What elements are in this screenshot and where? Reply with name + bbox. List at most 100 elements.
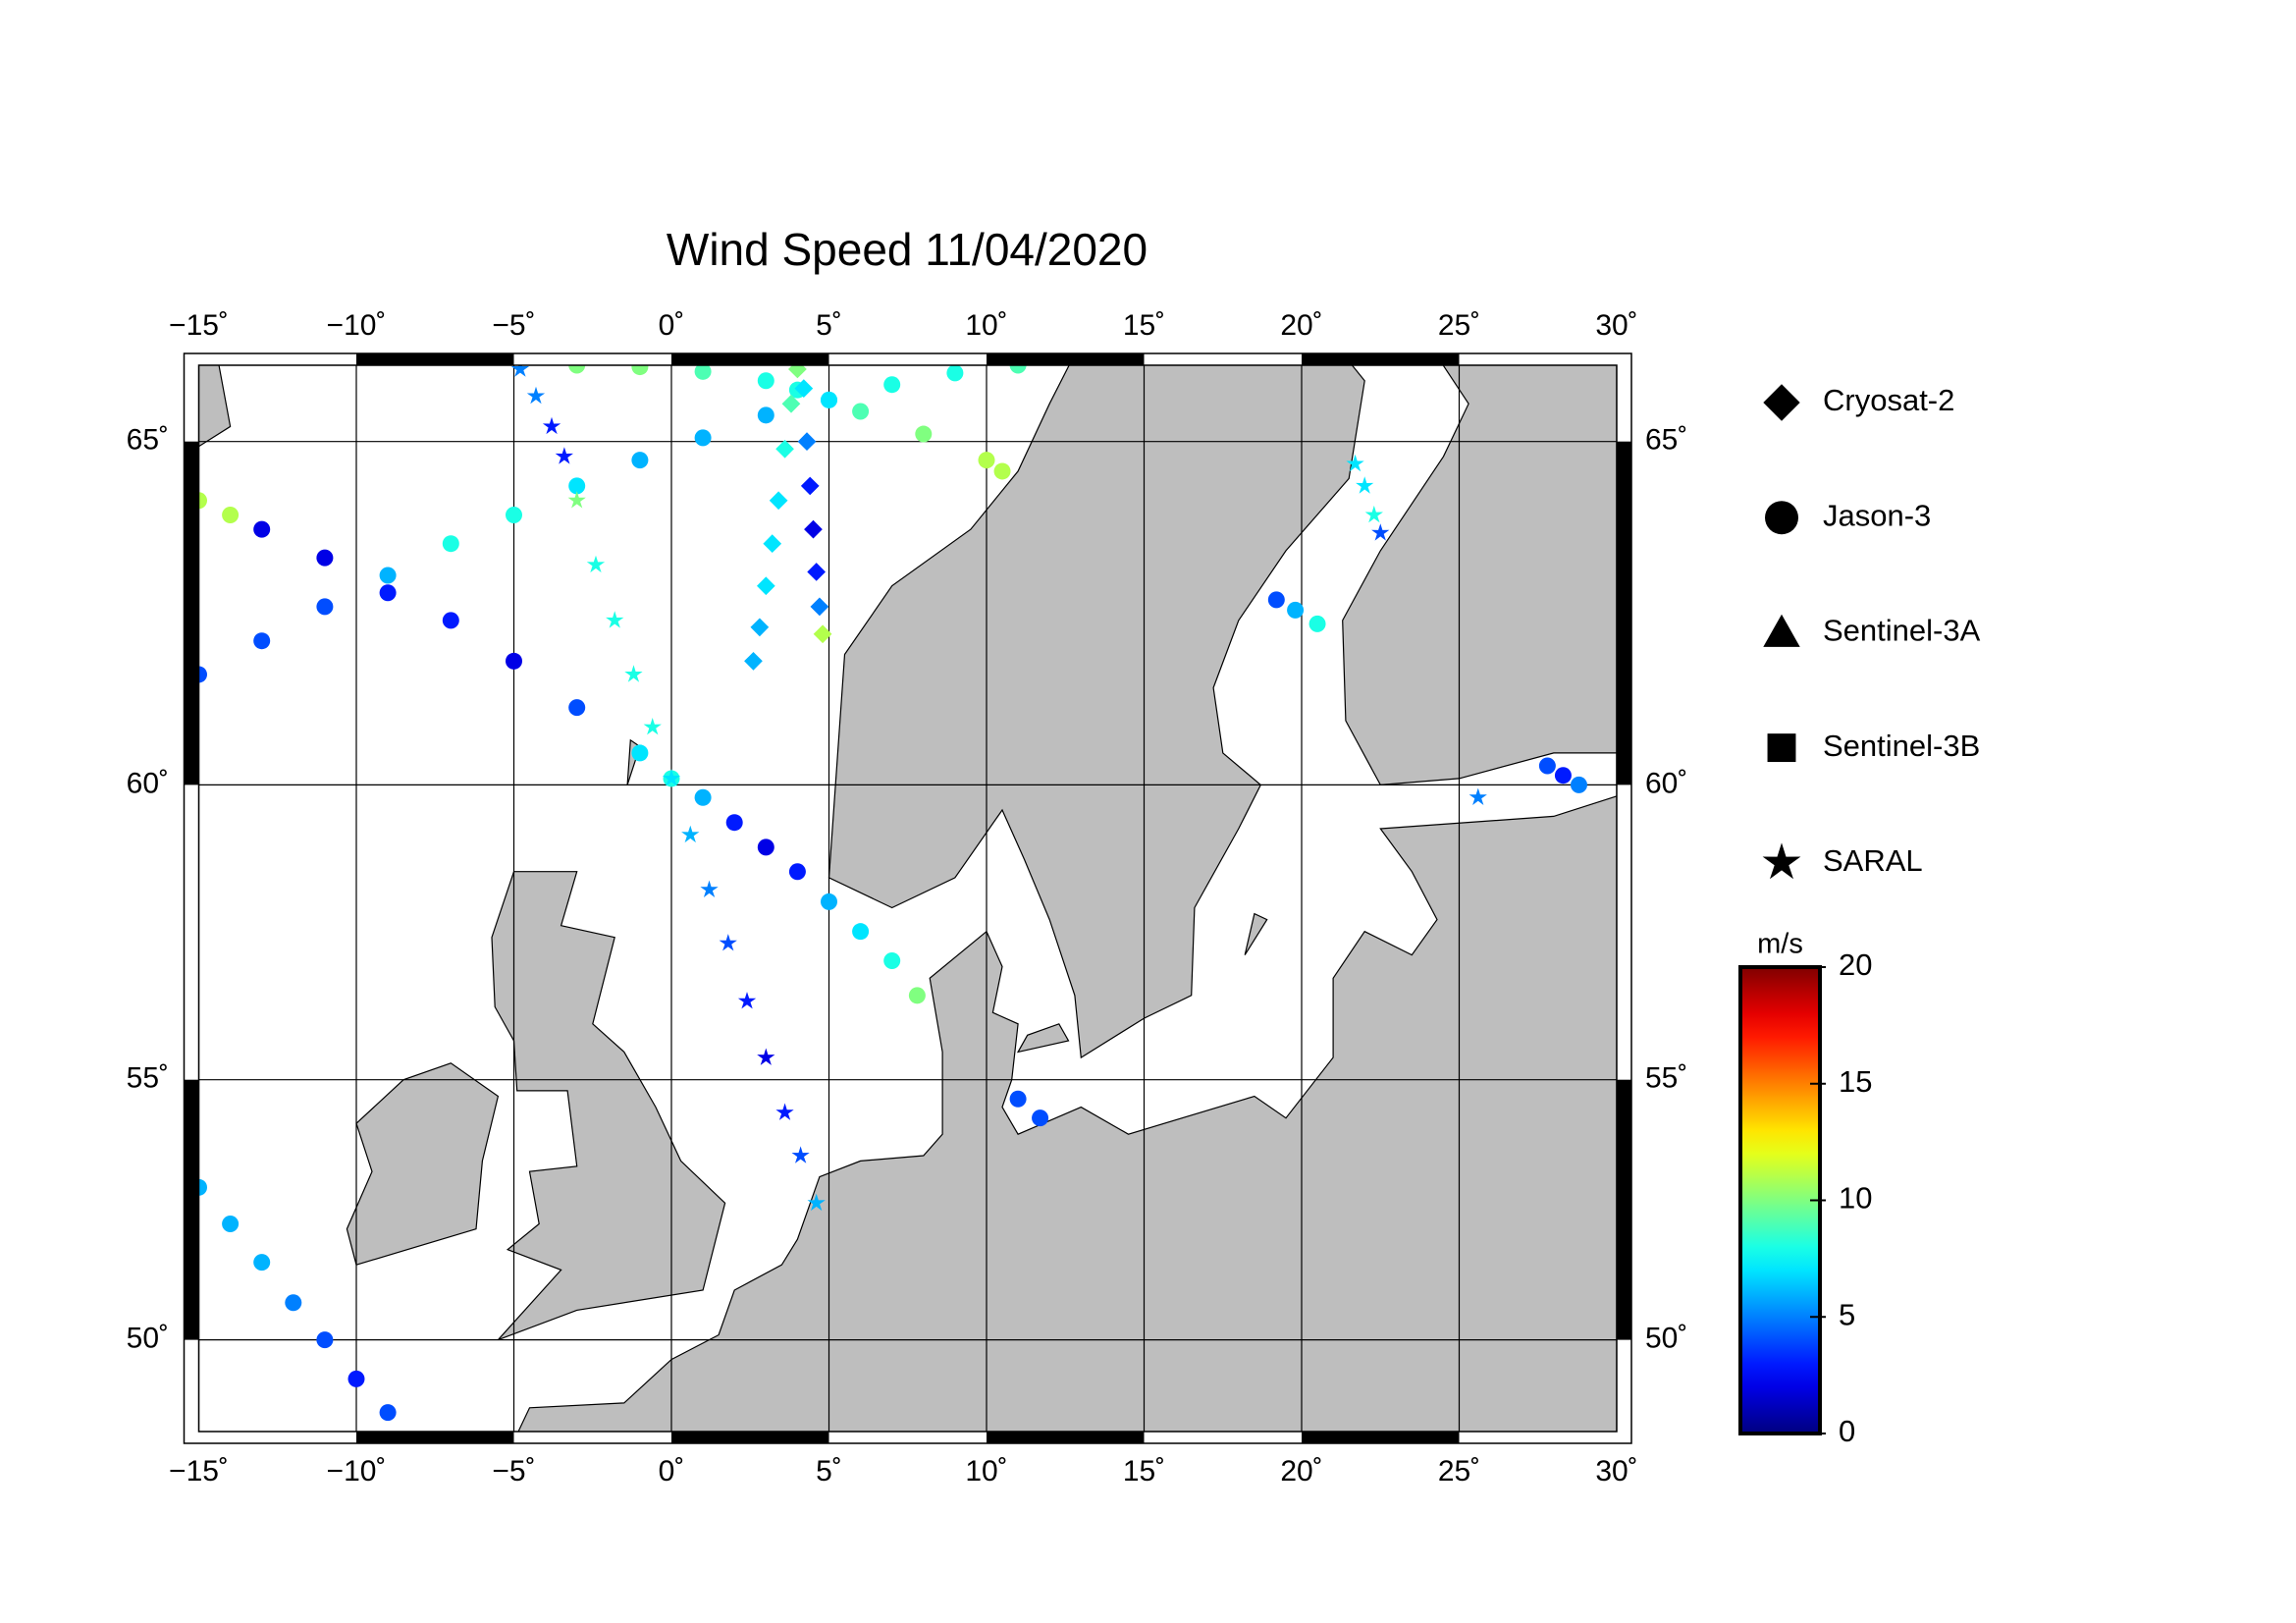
track-point <box>1371 523 1390 541</box>
track-point <box>506 507 522 524</box>
track-point <box>379 1404 397 1422</box>
frame-band <box>356 1432 514 1443</box>
y-tick-label: 60˚ <box>127 767 169 799</box>
track-point <box>316 1331 334 1349</box>
track-point <box>222 1215 240 1232</box>
track-point <box>813 624 832 644</box>
track-point <box>568 477 586 495</box>
x-tick-label: −15˚ <box>169 1455 229 1488</box>
frame-band <box>1617 441 1631 785</box>
track-point <box>757 576 775 596</box>
track-point <box>1570 776 1587 793</box>
track-point <box>788 863 806 881</box>
land-area <box>828 365 1365 1059</box>
track-point <box>794 379 814 398</box>
x-tick-label: 5˚ <box>816 1455 842 1488</box>
track-point <box>442 535 459 553</box>
track-point <box>1308 615 1326 632</box>
track-point <box>379 584 397 602</box>
track-point <box>915 425 933 443</box>
frame-inner <box>197 364 1618 1433</box>
track-point <box>1009 365 1027 374</box>
track-point <box>725 814 743 832</box>
track-point <box>662 769 681 786</box>
track-point <box>804 519 823 539</box>
track-point <box>285 1294 302 1312</box>
frame-band <box>184 1079 199 1340</box>
colorbar-unit: m/s <box>1757 929 1803 960</box>
track-point <box>567 491 586 509</box>
x-tick-label: 20˚ <box>1280 309 1322 342</box>
track-point <box>506 652 522 670</box>
track-point <box>744 652 763 671</box>
track-point <box>737 992 757 1009</box>
land-area <box>1342 365 1617 786</box>
land-area <box>1016 1023 1070 1054</box>
x-tick-label: 15˚ <box>1123 309 1165 342</box>
colorbar-tick-label: 20 <box>1839 947 1872 982</box>
track-point <box>946 365 964 382</box>
track-point <box>807 563 826 581</box>
track-point <box>1287 601 1305 619</box>
track-point <box>781 394 801 413</box>
x-tick-label: 10˚ <box>965 1455 1007 1488</box>
y-tick-label: 65˚ <box>1645 424 1687 457</box>
land-area <box>346 1062 500 1266</box>
track-point <box>510 365 530 377</box>
frame-outer <box>183 352 1632 1444</box>
track-point <box>198 666 207 683</box>
track-point <box>586 555 606 573</box>
track-point <box>1364 505 1383 523</box>
frame-band <box>184 441 199 785</box>
track-point <box>1554 767 1572 784</box>
x-tick-label: 5˚ <box>816 309 842 342</box>
track-point <box>883 376 901 394</box>
x-tick-label: 25˚ <box>1438 309 1480 342</box>
track-point <box>883 952 901 970</box>
frame-band <box>987 353 1145 365</box>
track-point <box>791 1146 810 1163</box>
legend-marker <box>1763 384 1800 421</box>
x-tick-label: −15˚ <box>169 309 229 342</box>
track-point <box>807 1193 826 1212</box>
track-point <box>757 372 774 390</box>
track-point <box>1346 454 1364 472</box>
x-tick-label: 10˚ <box>965 309 1007 342</box>
track-point <box>198 492 207 510</box>
legend-label: Sentinel-3A <box>1823 614 1981 648</box>
y-tick-label: 55˚ <box>1645 1062 1687 1095</box>
legend-label: SARAL <box>1823 843 1923 878</box>
track-point <box>852 403 870 420</box>
frame-band <box>1302 1432 1460 1443</box>
x-tick-label: 30˚ <box>1595 309 1637 342</box>
track-point <box>978 452 995 469</box>
track-point <box>379 567 397 584</box>
track-point <box>810 597 829 617</box>
track-point <box>1468 787 1487 805</box>
track-point <box>800 476 820 496</box>
track-point <box>624 665 643 682</box>
track-point <box>719 934 737 951</box>
track-point <box>694 429 712 447</box>
frame-layer <box>183 352 1632 1444</box>
x-tick-label: 30˚ <box>1595 1455 1637 1488</box>
frame-band <box>1302 353 1460 365</box>
track-point <box>316 549 334 567</box>
track-point <box>198 1178 207 1196</box>
track-point <box>757 406 774 424</box>
track-point <box>821 893 837 910</box>
x-tick-label: −5˚ <box>492 1455 535 1488</box>
grid-layer <box>198 365 1617 1432</box>
legend-marker <box>1765 501 1798 535</box>
frame-band <box>671 1432 829 1443</box>
track-point <box>1356 476 1374 494</box>
legend: Cryosat-2 Jason-3 Sentinel-3A Sentinel-3B SA… <box>1762 383 1981 880</box>
legend-marker <box>1767 733 1796 763</box>
colorbar-tick-label: 15 <box>1839 1064 1872 1099</box>
x-tick-label: 20˚ <box>1280 1455 1322 1488</box>
x-tick-label: 15˚ <box>1123 1455 1165 1488</box>
track-point <box>568 365 586 374</box>
track-point <box>568 699 586 717</box>
track-point <box>852 923 870 941</box>
